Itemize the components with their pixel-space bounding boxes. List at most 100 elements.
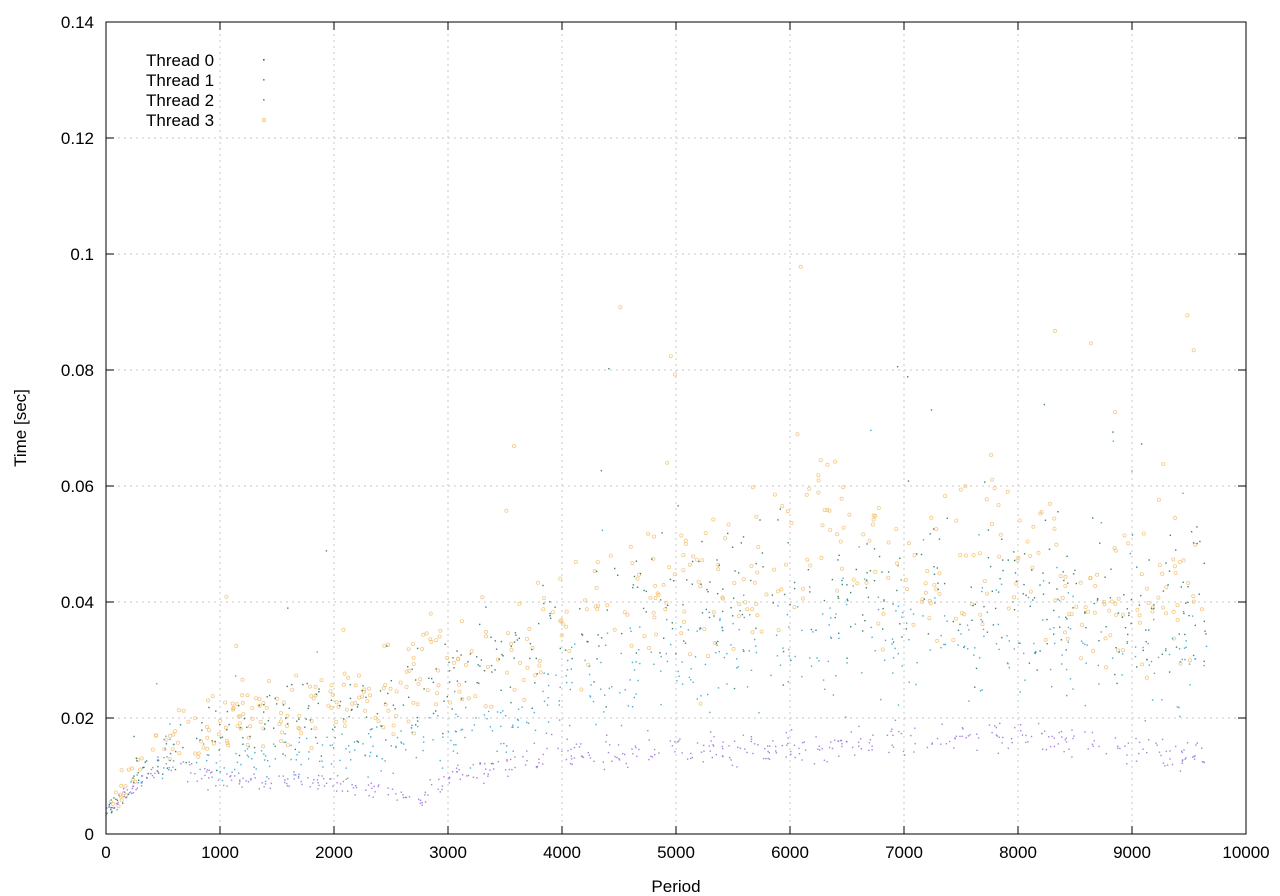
data-point bbox=[475, 717, 477, 719]
data-point bbox=[787, 742, 789, 745]
data-point bbox=[698, 584, 703, 589]
data-point bbox=[1031, 524, 1036, 529]
data-point bbox=[336, 704, 341, 709]
data-point bbox=[624, 753, 626, 756]
data-point bbox=[512, 726, 514, 728]
data-point bbox=[788, 648, 790, 651]
data-point bbox=[223, 725, 228, 730]
data-point bbox=[1185, 313, 1190, 318]
data-point bbox=[777, 519, 779, 521]
data-point bbox=[239, 780, 241, 783]
data-point bbox=[959, 611, 964, 616]
legend-label: Thread 3 bbox=[146, 111, 214, 130]
data-point bbox=[1093, 583, 1098, 588]
data-point bbox=[163, 738, 165, 741]
data-point bbox=[126, 789, 129, 791]
data-point bbox=[790, 753, 792, 756]
data-point bbox=[721, 745, 723, 748]
data-point bbox=[1065, 649, 1067, 651]
data-point bbox=[309, 719, 312, 721]
data-point bbox=[266, 679, 271, 684]
data-point bbox=[651, 558, 653, 560]
data-point bbox=[670, 643, 672, 646]
data-point bbox=[728, 745, 730, 747]
data-point bbox=[1052, 516, 1057, 521]
data-point bbox=[891, 728, 893, 730]
data-point bbox=[755, 645, 757, 647]
data-point bbox=[431, 677, 433, 680]
data-point bbox=[700, 583, 702, 585]
data-point bbox=[691, 756, 693, 759]
x-axis-title: Period bbox=[651, 877, 700, 896]
data-point bbox=[1075, 582, 1077, 585]
data-point bbox=[1071, 729, 1073, 731]
x-tick-label: 8000 bbox=[999, 843, 1037, 862]
data-point bbox=[424, 791, 426, 794]
data-point bbox=[756, 545, 761, 550]
data-point bbox=[961, 727, 964, 729]
data-point bbox=[130, 781, 132, 783]
data-point bbox=[325, 550, 328, 552]
data-point bbox=[133, 735, 135, 738]
data-point bbox=[871, 513, 876, 518]
data-point bbox=[455, 713, 457, 715]
data-point bbox=[441, 788, 443, 791]
data-point bbox=[1098, 745, 1100, 748]
data-point bbox=[264, 723, 266, 725]
data-point bbox=[491, 730, 494, 732]
data-point bbox=[170, 747, 175, 752]
data-point bbox=[535, 766, 538, 768]
data-point bbox=[469, 767, 472, 769]
data-point bbox=[369, 729, 372, 731]
data-point bbox=[672, 572, 677, 577]
data-point bbox=[494, 669, 496, 671]
data-point bbox=[835, 588, 840, 593]
data-point bbox=[912, 613, 915, 615]
data-point bbox=[182, 746, 184, 749]
data-point bbox=[1072, 595, 1074, 598]
data-point bbox=[508, 641, 513, 646]
data-point bbox=[933, 573, 936, 575]
data-point bbox=[278, 775, 280, 777]
data-point bbox=[1039, 650, 1041, 652]
data-point bbox=[1022, 593, 1024, 595]
data-point bbox=[411, 731, 416, 736]
data-point bbox=[1098, 640, 1100, 642]
data-point bbox=[384, 702, 386, 705]
data-point bbox=[899, 623, 901, 625]
data-point bbox=[234, 775, 236, 777]
data-point bbox=[264, 780, 267, 782]
data-point bbox=[713, 735, 715, 738]
data-point bbox=[455, 744, 457, 746]
data-point bbox=[994, 607, 997, 610]
data-point bbox=[1025, 734, 1027, 737]
data-point bbox=[631, 748, 633, 750]
data-point bbox=[555, 674, 557, 676]
data-point bbox=[734, 570, 736, 572]
data-point bbox=[818, 660, 820, 662]
data-point bbox=[341, 682, 346, 687]
data-point bbox=[243, 717, 246, 720]
data-point bbox=[957, 644, 959, 646]
data-point bbox=[905, 587, 910, 592]
data-point bbox=[1161, 605, 1166, 610]
data-point bbox=[402, 794, 404, 796]
data-point bbox=[1140, 594, 1142, 597]
data-point bbox=[246, 754, 249, 757]
data-point bbox=[699, 628, 701, 630]
data-point bbox=[1042, 572, 1044, 574]
data-point bbox=[485, 665, 490, 670]
data-point bbox=[428, 717, 430, 719]
data-point bbox=[214, 740, 216, 743]
data-point bbox=[1187, 586, 1189, 588]
data-point bbox=[1049, 668, 1052, 671]
data-point bbox=[542, 584, 544, 587]
data-point bbox=[1095, 572, 1100, 577]
data-point bbox=[755, 562, 757, 565]
data-point bbox=[830, 636, 832, 638]
data-point bbox=[133, 775, 135, 777]
data-point bbox=[1072, 688, 1074, 690]
data-point bbox=[617, 744, 620, 746]
data-point bbox=[405, 796, 407, 799]
data-point bbox=[435, 710, 437, 712]
